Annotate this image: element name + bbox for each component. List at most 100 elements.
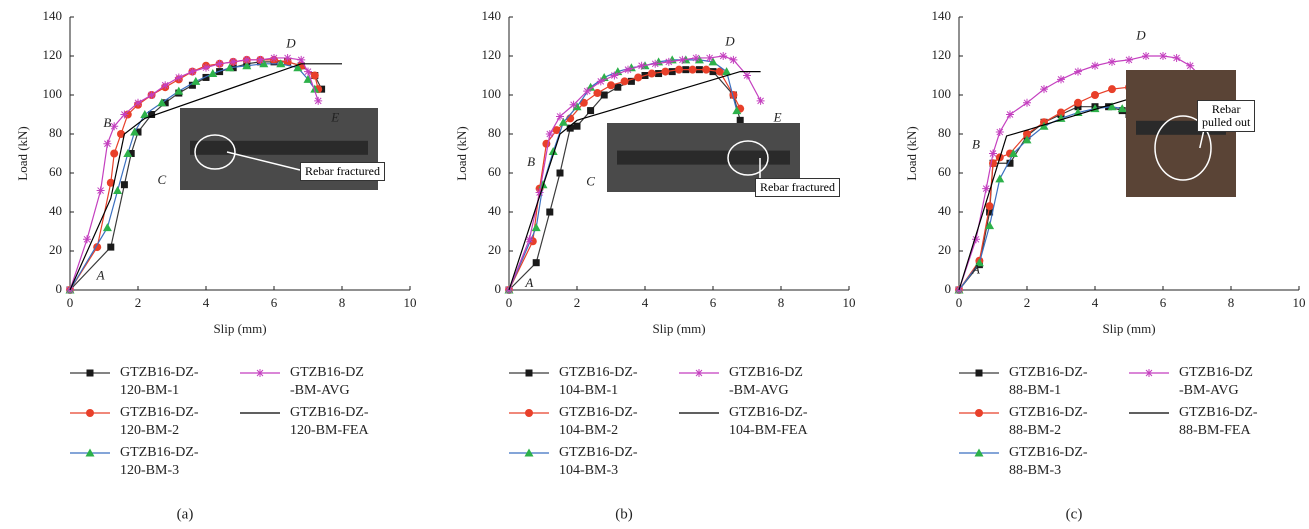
point-label: A	[96, 267, 105, 282]
marker	[1023, 98, 1031, 107]
marker	[989, 149, 997, 158]
y-tick-label: 0	[945, 281, 952, 296]
point-label: A	[971, 261, 980, 276]
marker	[110, 122, 119, 131]
marker	[106, 178, 115, 187]
marker	[620, 77, 629, 86]
marker	[573, 122, 581, 130]
marker	[293, 63, 303, 72]
y-tick-label: 80	[49, 125, 62, 140]
x-tick-label: 2	[574, 295, 581, 310]
marker	[310, 71, 319, 80]
point-label: A	[524, 275, 533, 290]
marker	[972, 235, 980, 244]
legend-label: GTZB16-DZ -BM-AVG	[1179, 365, 1253, 398]
y-tick-label: 80	[488, 125, 501, 140]
series-line	[69, 63, 342, 291]
marker	[651, 59, 660, 68]
x-tick-label: 10	[404, 295, 417, 310]
y-tick-label: 60	[49, 164, 62, 179]
marker	[708, 57, 718, 66]
marker	[974, 258, 984, 267]
marker	[110, 149, 119, 158]
marker	[1108, 85, 1116, 94]
marker	[661, 67, 670, 76]
marker	[719, 52, 728, 60]
point-label: B	[527, 154, 535, 169]
marker	[593, 89, 602, 98]
series-line	[508, 71, 761, 291]
highlight-circle	[1154, 115, 1212, 181]
legend-marker	[85, 448, 95, 457]
marker	[1091, 61, 1099, 70]
marker	[215, 59, 224, 68]
marker	[310, 84, 320, 93]
y-tick-label: 20	[49, 242, 62, 257]
marker	[1107, 102, 1117, 111]
marker	[134, 128, 142, 136]
marker	[134, 98, 142, 107]
marker	[161, 81, 170, 90]
marker	[729, 91, 738, 99]
marker	[986, 208, 994, 216]
marker	[161, 99, 169, 107]
marker	[1039, 121, 1049, 130]
callout-arrow	[226, 151, 301, 171]
marker	[664, 57, 673, 66]
y-tick-label: 120	[932, 47, 952, 62]
marker	[242, 61, 252, 70]
marker	[1091, 91, 1099, 99]
marker	[583, 87, 592, 96]
marker	[127, 150, 135, 157]
x-tick-label: 2	[1024, 295, 1031, 310]
legend-label: GTZB16-DZ- 104-BM-2	[559, 405, 638, 438]
marker	[123, 149, 133, 157]
x-tick-label: 6	[271, 295, 278, 310]
marker	[586, 82, 596, 91]
marker	[276, 59, 286, 68]
y-tick-label: 100	[482, 86, 502, 101]
marker	[225, 63, 235, 72]
legend-label: GTZB16-DZ- 104-BM-3	[559, 445, 638, 478]
marker	[542, 139, 551, 148]
panel-caption: (b)	[615, 506, 633, 522]
marker	[545, 130, 554, 138]
y-tick-label: 60	[938, 164, 951, 179]
marker	[1125, 55, 1133, 64]
marker	[242, 55, 251, 64]
marker	[1074, 67, 1082, 76]
marker	[283, 53, 292, 62]
marker	[569, 100, 578, 109]
legend-marker	[256, 369, 264, 377]
marker	[140, 110, 150, 118]
legend-marker	[975, 409, 983, 417]
marker	[722, 67, 732, 76]
point-label: B	[103, 115, 111, 130]
y-tick-label: 100	[43, 86, 63, 101]
marker	[1057, 75, 1065, 84]
marker	[614, 83, 622, 91]
marker	[692, 53, 700, 62]
y-axis-title: Load (kN)	[454, 126, 469, 181]
series-line	[958, 96, 1136, 291]
marker	[130, 127, 140, 136]
legend-label: GTZB16-DZ- 104-BM-1	[559, 365, 638, 398]
marker	[596, 77, 605, 86]
y-tick-label: 140	[482, 8, 502, 23]
marker	[675, 65, 683, 74]
marker	[188, 67, 197, 76]
x-tick-label: 8	[778, 295, 785, 310]
marker	[107, 243, 115, 251]
legend-label: GTZB16-DZ- 88-BM-1	[1009, 365, 1088, 398]
marker	[174, 73, 183, 82]
legend-label: GTZB16-DZ -BM-AVG	[290, 365, 364, 398]
marker	[756, 96, 765, 105]
marker	[610, 71, 619, 80]
panel-caption: (a)	[177, 506, 194, 522]
x-tick-label: 2	[135, 295, 142, 310]
marker	[202, 63, 210, 72]
photo-detail	[190, 140, 368, 155]
marker	[715, 67, 724, 76]
